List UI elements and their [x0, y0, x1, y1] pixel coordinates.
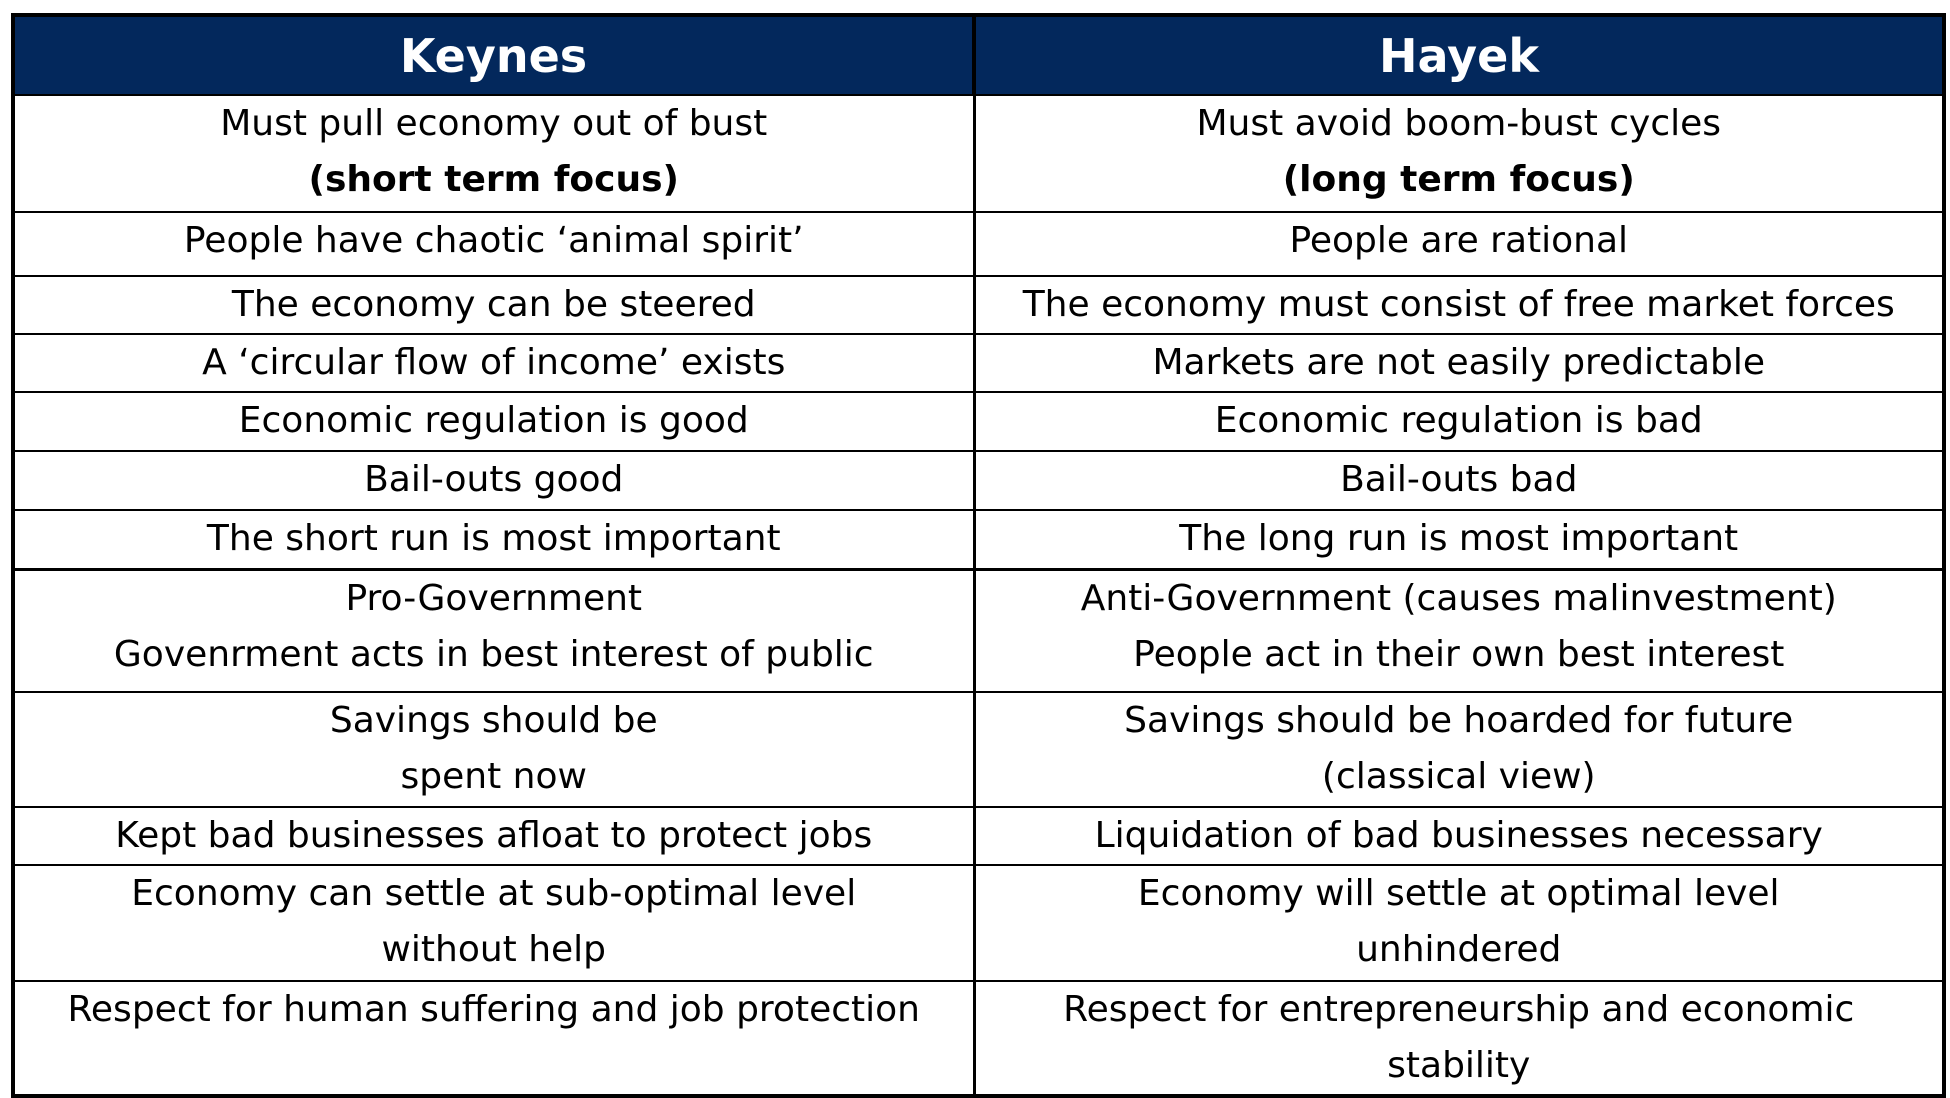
table-row: Kept bad businesses afloat to protect jo… — [11, 806, 1946, 866]
table-row: Respect for human suffering and job prot… — [11, 980, 1946, 1098]
hayek-cell: Respect for entrepreneurship and economi… — [972, 980, 1946, 1098]
table-row: The economy can be steered The economy m… — [11, 275, 1946, 335]
cell-text: Respect for entrepreneurship and economi… — [1063, 989, 1855, 1030]
hayek-cell: The long run is most important — [972, 509, 1946, 570]
cell-text: The economy can be steered — [231, 284, 756, 325]
keynes-cell: Economic regulation is good — [11, 391, 976, 452]
header-keynes: Keynes — [11, 13, 975, 96]
cell-text: People act in their own best interest — [1133, 633, 1785, 675]
cell-text: The short run is most important — [206, 518, 781, 559]
cell-text: The economy must consist of free market … — [1022, 284, 1895, 325]
cell-text: Kept bad businesses afloat to protect jo… — [115, 815, 873, 856]
cell-text: Economic regulation is good — [238, 400, 749, 441]
comparison-table: Keynes Hayek Must pull economy out of bu… — [11, 13, 1946, 1098]
cell-text: (long term focus) — [1282, 159, 1635, 200]
cell-text: Bail-outs good — [364, 459, 624, 500]
hayek-cell: Anti-Government (causes malinvestment) P… — [972, 567, 1946, 693]
hayek-cell: Markets are not easily predictable — [972, 333, 1946, 393]
hayek-cell: The economy must consist of free market … — [972, 275, 1946, 335]
keynes-cell: The economy can be steered — [11, 275, 976, 335]
cell-text: Bail-outs bad — [1340, 459, 1578, 500]
cell-text: Pro-Government — [345, 577, 643, 619]
hayek-cell: Economic regulation is bad — [972, 391, 1946, 452]
table-row: Pro-Government Govenrment acts in best i… — [11, 567, 1946, 693]
keynes-cell: People have chaotic ‘animal spirit’ — [11, 211, 976, 277]
keynes-cell: Economy can settle at sub-optimal level … — [11, 864, 976, 982]
cell-text: spent now — [400, 756, 587, 797]
cell-text: (short term focus) — [308, 159, 679, 200]
cell-text: without help — [381, 929, 607, 970]
hayek-cell: Bail-outs bad — [972, 450, 1946, 511]
cell-text: Govenrment acts in best interest of publ… — [113, 633, 874, 675]
cell-text: Respect for human suffering and job prot… — [67, 989, 920, 1030]
cell-text: People have chaotic ‘animal spirit’ — [183, 220, 804, 261]
table-row: A ‘circular flow of income’ exists Marke… — [11, 333, 1946, 393]
keynes-cell: A ‘circular flow of income’ exists — [11, 333, 976, 393]
table-row: Economy can settle at sub-optimal level … — [11, 864, 1946, 982]
cell-text: People are rational — [1289, 220, 1629, 261]
cell-text: Liquidation of bad businesses necessary — [1094, 815, 1823, 856]
cell-text: A ‘circular flow of income’ exists — [202, 342, 786, 383]
cell-text: Must pull economy out of bust — [220, 103, 768, 144]
cell-text: The long run is most important — [1179, 518, 1739, 559]
cell-text: unhindered — [1356, 929, 1562, 970]
keynes-cell: The short run is most important — [11, 509, 976, 570]
keynes-cell: Pro-Government Govenrment acts in best i… — [11, 567, 976, 693]
cell-text: Anti-Government (causes malinvestment) — [1080, 577, 1837, 619]
hayek-cell: Must avoid boom-bust cycles (long term f… — [972, 94, 1946, 213]
cell-text: Economic regulation is bad — [1214, 400, 1703, 441]
table-row: Economic regulation is good Economic reg… — [11, 391, 1946, 452]
table-row: Must pull economy out of bust (short ter… — [11, 94, 1946, 213]
cell-text: stability — [1387, 1045, 1531, 1086]
keynes-cell: Kept bad businesses afloat to protect jo… — [11, 806, 976, 866]
table-header-row: Keynes Hayek — [11, 13, 1946, 96]
cell-text: Must avoid boom-bust cycles — [1196, 103, 1722, 144]
keynes-cell: Bail-outs good — [11, 450, 976, 511]
header-hayek: Hayek — [972, 13, 1946, 96]
hayek-cell: Economy will settle at optimal level unh… — [972, 864, 1946, 982]
keynes-cell: Respect for human suffering and job prot… — [11, 980, 976, 1098]
keynes-cell: Savings should be spent now — [11, 691, 976, 808]
cell-text: Savings should be — [329, 700, 658, 741]
table-row: People have chaotic ‘animal spirit’ Peop… — [11, 211, 1946, 277]
hayek-cell: Liquidation of bad businesses necessary — [972, 806, 1946, 866]
cell-text: Economy can settle at sub-optimal level — [131, 873, 857, 914]
keynes-cell: Must pull economy out of bust (short ter… — [11, 94, 976, 213]
cell-text: (classical view) — [1321, 756, 1596, 797]
cell-text: Economy will settle at optimal level — [1137, 873, 1780, 914]
table-row: Bail-outs good Bail-outs bad — [11, 450, 1946, 511]
table-row: The short run is most important The long… — [11, 509, 1946, 570]
cell-text: Savings should be hoarded for future — [1124, 700, 1794, 741]
hayek-cell: People are rational — [972, 211, 1946, 277]
cell-text: Markets are not easily predictable — [1152, 342, 1766, 383]
hayek-cell: Savings should be hoarded for future (cl… — [972, 691, 1946, 808]
table-row: Savings should be spent now Savings shou… — [11, 691, 1946, 808]
